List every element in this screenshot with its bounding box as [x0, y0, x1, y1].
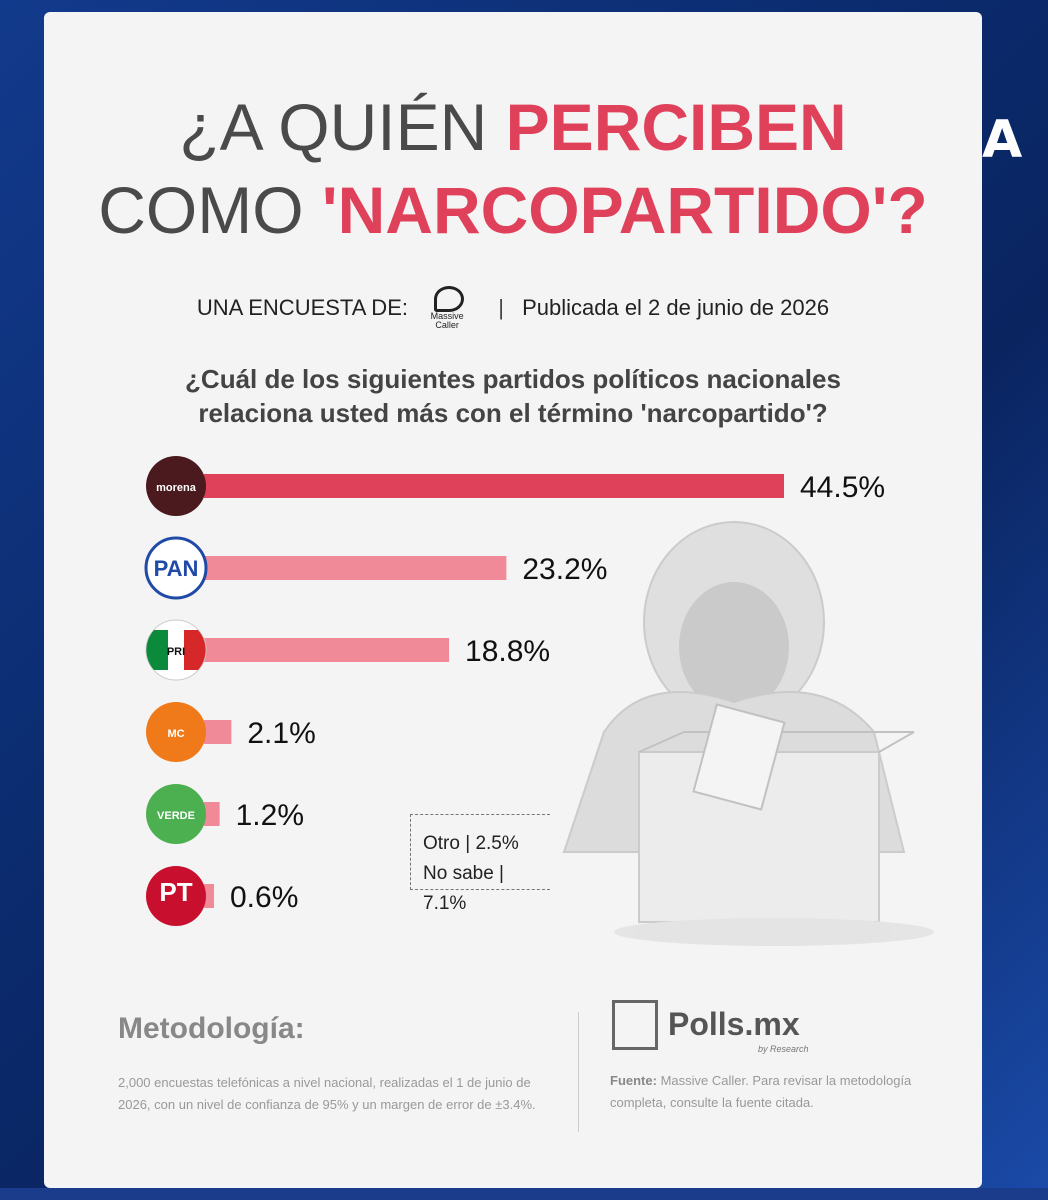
party-logo-morena: morena — [146, 456, 206, 516]
title-line-1: ¿A QUIÉN PERCIBEN — [44, 94, 982, 160]
other-answers-legend: Otro | 2.5% No sabe | 7.1% — [410, 814, 550, 914]
legend-row-no-sabe: No sabe | 7.1% — [423, 863, 504, 914]
party-logo-text: VERDE — [157, 810, 195, 822]
title-line-2: COMO 'NARCOPARTIDO'? — [44, 177, 982, 243]
source-note: Fuente: Massive Caller. Para revisar la … — [610, 1070, 930, 1114]
bar-chart: morena 44.5% PAN 23.2% PRI 18.8% MC 2.1% VERDE 1.… — [144, 456, 885, 926]
party-logo-mc: MC — [146, 702, 206, 762]
source-label: Fuente: — [610, 1073, 657, 1088]
party-logo-text: PRI — [167, 646, 185, 658]
party-logo-text: MC — [167, 728, 184, 740]
survey-by-label: UNA ENCUESTA DE: — [196, 295, 408, 320]
value-label-verde: 1.2% — [236, 799, 304, 832]
party-logo-pt: PT — [146, 866, 206, 926]
bar-morena — [204, 474, 784, 498]
bar-pri — [204, 638, 450, 662]
legend-value: 7.1% — [423, 893, 467, 914]
value-label-pri: 18.8% — [465, 635, 550, 668]
value-label-mc: 2.1% — [247, 717, 315, 750]
legend-row-otro: Otro | 2.5% — [423, 833, 519, 854]
source-text: Massive Caller. Para revisar la metodolo… — [610, 1073, 912, 1110]
party-logo-text: morena — [156, 482, 197, 494]
massive-caller-logo-text: Massive Caller — [430, 311, 464, 330]
title-highlight: PERCIBEN — [505, 90, 847, 164]
party-logo-verde: VERDE — [146, 784, 206, 844]
chart-icon — [612, 1000, 658, 1050]
broadcaster-logo: A — [982, 110, 1022, 170]
published-date: Publicada el 2 de junio de 2026 — [522, 295, 830, 320]
brand-sub: by Research — [758, 1044, 809, 1054]
legend-value: 2.5% — [475, 833, 519, 854]
methodology-text: 2,000 encuestas telefónicas a nivel naci… — [118, 1075, 536, 1112]
bar-pan — [204, 556, 507, 580]
footer-divider — [578, 1012, 579, 1132]
massive-caller-logo: Massive Caller — [424, 286, 470, 330]
survey-info: UNA ENCUESTA DE: Massive Caller | Public… — [44, 286, 982, 330]
survey-question: ¿Cuál de los siguientes partidos polític… — [44, 362, 982, 430]
question-line-1: ¿Cuál de los siguientes partidos polític… — [185, 364, 841, 394]
bar-pt — [204, 884, 214, 908]
polls-mx-logo: Polls.mx by Research — [610, 998, 850, 1064]
party-logo-pri: PRI — [145, 619, 207, 681]
infographic-card: ¿A QUIÉN PERCIBEN COMO 'NARCOPARTIDO'? U… — [44, 12, 982, 1188]
party-logo-text: PAN — [154, 556, 199, 581]
legend-label: Otro — [423, 833, 460, 854]
title-part: ¿A QUIÉN — [179, 90, 506, 164]
value-label-morena: 44.5% — [800, 471, 885, 504]
brand-name: Polls.mx — [668, 1006, 800, 1042]
value-label-pt: 0.6% — [230, 881, 298, 914]
title-part: COMO — [98, 173, 322, 247]
separator: | — [498, 295, 504, 320]
value-label-pan: 23.2% — [522, 553, 607, 586]
party-logo-text: PT — [159, 877, 192, 907]
legend-label: No sabe — [423, 863, 494, 884]
party-logo-pan: PAN — [144, 536, 208, 600]
title-highlight: 'NARCOPARTIDO'? — [321, 173, 928, 247]
methodology-title: Metodología: — [118, 1012, 305, 1045]
question-line-2: relaciona usted más con el término 'narc… — [198, 398, 828, 428]
bottom-strip — [0, 1188, 1048, 1200]
bar-verde — [204, 802, 220, 826]
bar-mc — [204, 720, 232, 744]
